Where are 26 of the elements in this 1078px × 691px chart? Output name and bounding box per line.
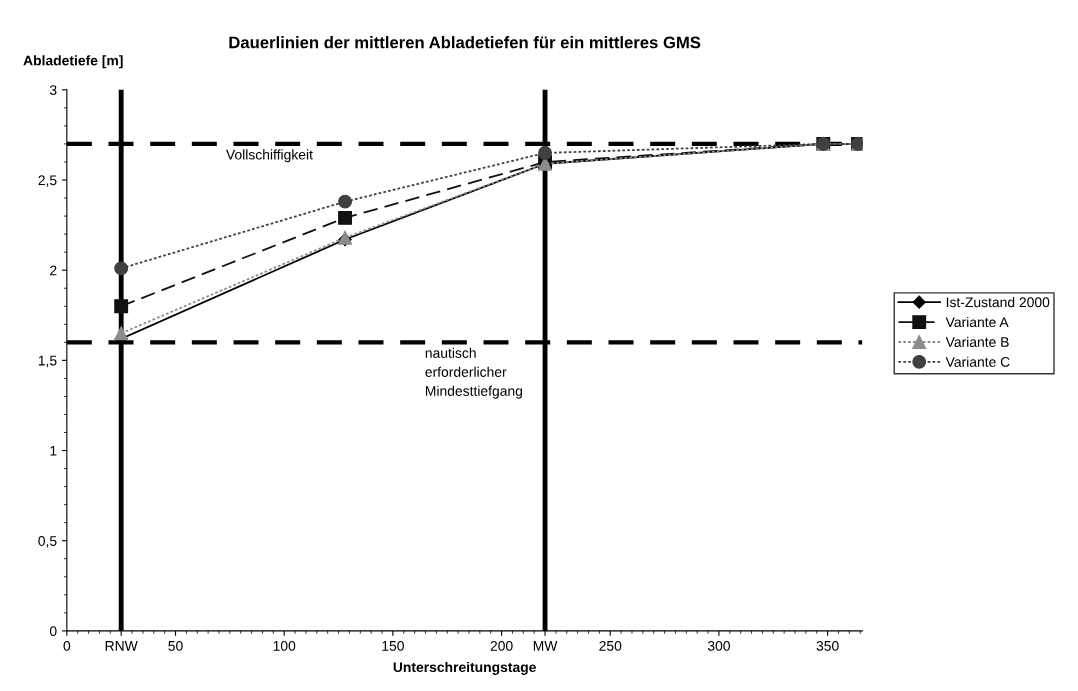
ref-line-label: Vollschiffigkeit bbox=[226, 149, 313, 163]
y-tick-label: 2 bbox=[50, 265, 57, 276]
y-tick-label: 0,5 bbox=[38, 536, 57, 548]
x-tick-label: 200 bbox=[490, 640, 513, 651]
x-tick-label: 0 bbox=[63, 640, 71, 651]
y-tick-label: 0 bbox=[49, 626, 57, 637]
x-tick-label: 50 bbox=[168, 640, 183, 651]
legend-label: Ist-Zustand 2000 bbox=[946, 296, 1050, 308]
legend-label: Variante A bbox=[945, 316, 1009, 328]
y-tick-label: 1,5 bbox=[38, 355, 57, 368]
x-tick-label: RNW bbox=[105, 641, 138, 651]
y-tick-label: 2,5 bbox=[38, 175, 57, 187]
x-tick-label: 250 bbox=[599, 640, 622, 651]
chart-title: Dauerlinien der mittleren Abladetiefen für ein mittleres GMS bbox=[229, 36, 701, 49]
y-axis-title: Abladetiefe [m] bbox=[23, 55, 123, 69]
x-tick-label: 300 bbox=[707, 640, 730, 651]
legend-label: Variante B bbox=[945, 336, 1009, 347]
legend-label: Variante C bbox=[945, 356, 1010, 367]
ref-line-label: nautisch erforderlicher Mindesttiefgang bbox=[425, 347, 522, 399]
x-axis-title: Unterschreitungstage bbox=[393, 661, 536, 675]
x-tick-label: 100 bbox=[273, 640, 296, 651]
y-tick-label: 3 bbox=[49, 85, 57, 95]
x-tick-label: MW bbox=[533, 641, 558, 651]
x-tick-label: 350 bbox=[816, 640, 839, 651]
y-tick-label: 1 bbox=[50, 446, 57, 456]
x-tick-label: 150 bbox=[382, 640, 404, 651]
